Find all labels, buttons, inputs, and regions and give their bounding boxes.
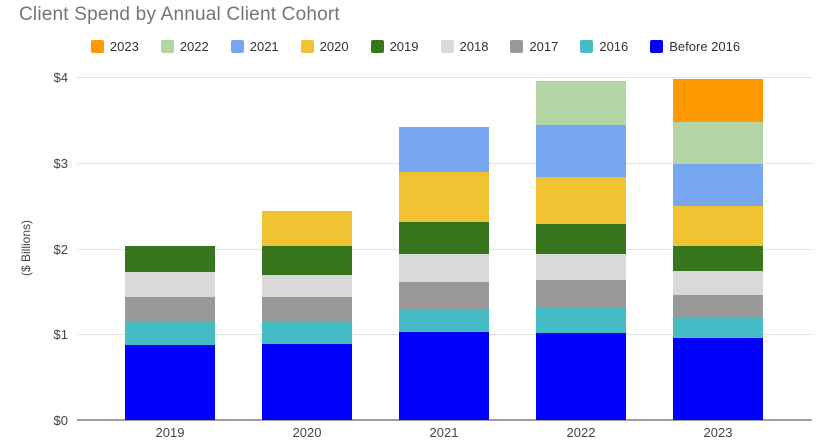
y-tick-label: $3 bbox=[53, 155, 68, 171]
y-tick-label: $0 bbox=[53, 413, 68, 428]
y-tick-label: $4 bbox=[53, 70, 68, 85]
bar-segment-2020-cohort-2017[interactable] bbox=[262, 297, 352, 323]
bar-segment-2021-cohort-before-2016[interactable] bbox=[399, 331, 489, 420]
bar-segment-2021-cohort-2019[interactable] bbox=[399, 221, 489, 254]
legend-item-2018[interactable]: 2018 bbox=[440, 38, 489, 54]
bar-segment-2023-cohort-2019[interactable] bbox=[673, 245, 763, 271]
legend-label: 2021 bbox=[249, 38, 279, 54]
y-axis-title: ($ Billions) bbox=[19, 219, 33, 277]
y-tick-label: $2 bbox=[53, 241, 68, 257]
legend-label: 2022 bbox=[179, 38, 209, 54]
legend-label: 2020 bbox=[319, 38, 349, 54]
bar-segment-2022-cohort-2019[interactable] bbox=[536, 223, 626, 254]
bar-segment-2022-cohort-2016[interactable] bbox=[536, 306, 626, 333]
bar-segment-2019-cohort-2016[interactable] bbox=[125, 322, 215, 345]
x-tick-label: 2022 bbox=[566, 425, 596, 440]
bar-segment-2023-cohort-2023[interactable] bbox=[673, 78, 763, 123]
legend-item-2022[interactable]: 2022 bbox=[160, 38, 209, 54]
legend-label: 2018 bbox=[459, 38, 489, 54]
x-tick-label: 2019 bbox=[155, 425, 185, 440]
legend-item-2016[interactable]: 2016 bbox=[580, 39, 628, 54]
bar-segment-2021-cohort-2020[interactable] bbox=[399, 172, 489, 222]
bar-segment-2021-cohort-2021[interactable] bbox=[399, 126, 489, 173]
y-tick-label: $1 bbox=[53, 327, 68, 343]
bar-segment-2020-cohort-2020[interactable] bbox=[262, 210, 352, 246]
x-tick-label: 2023 bbox=[703, 425, 733, 440]
x-tick-label: 2020 bbox=[292, 425, 322, 440]
legend-item-2021[interactable]: 2021 bbox=[230, 38, 279, 54]
gridline bbox=[77, 77, 812, 78]
bar-segment-2022-cohort-2021[interactable] bbox=[536, 125, 626, 178]
bar-segment-2022-cohort-2022[interactable] bbox=[536, 81, 626, 125]
legend-label: 2016 bbox=[599, 38, 629, 54]
legend-swatch-icon bbox=[650, 39, 664, 53]
legend-item-2019[interactable]: 2019 bbox=[370, 38, 419, 54]
legend-label: 2023 bbox=[109, 38, 139, 54]
bar-segment-2020-cohort-2019[interactable] bbox=[262, 245, 352, 276]
legend-swatch-icon bbox=[160, 39, 174, 53]
bar-segment-2023-cohort-before-2016[interactable] bbox=[673, 337, 763, 420]
bar-segment-2022-cohort-2018[interactable] bbox=[536, 253, 626, 281]
legend-label: 2017 bbox=[529, 38, 559, 54]
bar-segment-2019-cohort-before-2016[interactable] bbox=[125, 344, 215, 420]
bar-segment-2019-cohort-2017[interactable] bbox=[125, 296, 215, 323]
legend-item-before-2016[interactable]: Before 2016 bbox=[650, 39, 740, 54]
legend-swatch-icon bbox=[440, 39, 454, 53]
legend-swatch-icon bbox=[230, 39, 244, 53]
legend-swatch-icon bbox=[510, 39, 524, 53]
legend-swatch-icon bbox=[370, 39, 384, 53]
legend-label: 2019 bbox=[389, 38, 419, 54]
bar-segment-2023-cohort-2021[interactable] bbox=[673, 164, 763, 207]
bar-segment-2020-cohort-before-2016[interactable] bbox=[262, 343, 352, 420]
bar-segment-2023-cohort-2018[interactable] bbox=[673, 270, 763, 295]
legend-swatch-icon bbox=[300, 39, 314, 53]
legend-item-2020[interactable]: 2020 bbox=[300, 38, 349, 54]
bar-segment-2019-cohort-2018[interactable] bbox=[125, 271, 215, 297]
bar-segment-2021-cohort-2016[interactable] bbox=[399, 308, 489, 332]
bar-segment-2023-cohort-2020[interactable] bbox=[673, 206, 763, 246]
legend: 2023 2022 2021 2020 2019 2018 2017 2016 Before 2… bbox=[0, 36, 831, 56]
bar-segment-2020-cohort-2018[interactable] bbox=[262, 275, 352, 298]
bar-segment-2020-cohort-2016[interactable] bbox=[262, 322, 352, 344]
legend-item-2023[interactable]: 2023 bbox=[90, 38, 139, 54]
legend-swatch-icon bbox=[90, 39, 104, 53]
bar-segment-2022-cohort-2017[interactable] bbox=[536, 280, 626, 307]
legend-item-2017[interactable]: 2017 bbox=[510, 39, 558, 54]
bar-segment-2023-cohort-2022[interactable] bbox=[673, 122, 763, 165]
x-axis-line bbox=[77, 419, 812, 421]
legend-swatch-icon bbox=[580, 39, 594, 53]
bar-segment-2021-cohort-2018[interactable] bbox=[399, 253, 489, 282]
bar-segment-2021-cohort-2017[interactable] bbox=[399, 281, 489, 309]
bar-segment-2023-cohort-2016[interactable] bbox=[673, 317, 763, 338]
x-tick-label: 2021 bbox=[429, 425, 459, 440]
bar-segment-2019-cohort-2019[interactable] bbox=[125, 245, 215, 272]
bar-segment-2022-cohort-before-2016[interactable] bbox=[536, 332, 626, 420]
chart-title: Client Spend by Annual Client Cohort bbox=[19, 4, 340, 25]
bar-segment-2023-cohort-2017[interactable] bbox=[673, 294, 763, 318]
bar-segment-2022-cohort-2020[interactable] bbox=[536, 177, 626, 224]
legend-label: Before 2016 bbox=[669, 38, 741, 54]
